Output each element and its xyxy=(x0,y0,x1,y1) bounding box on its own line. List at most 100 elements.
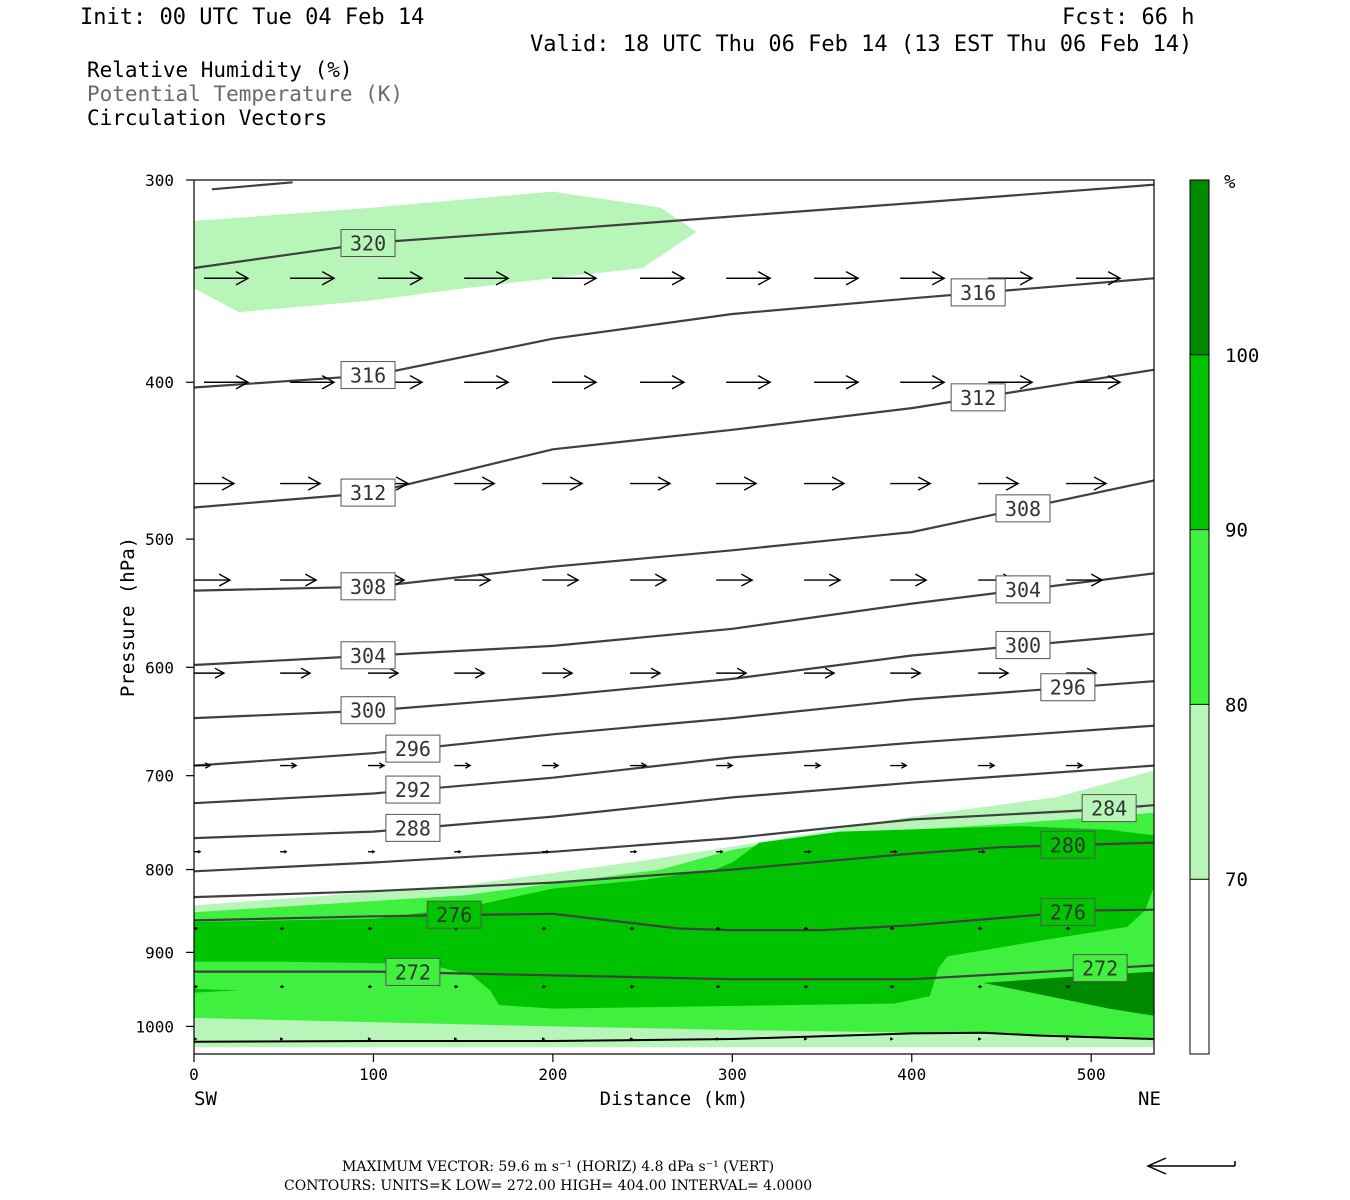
vector-head xyxy=(741,573,754,587)
vector-5-6 xyxy=(716,762,734,769)
vector-head xyxy=(197,850,202,854)
vector-8-1 xyxy=(280,984,285,989)
x-axis: 0 100 200 300 400 500 xyxy=(189,1054,1106,1084)
vector-9-7 xyxy=(803,1037,808,1041)
vector-head xyxy=(890,984,895,989)
y-tick-label-500: 500 xyxy=(145,530,174,549)
vector-head xyxy=(495,375,510,390)
vector-head xyxy=(978,926,983,931)
colorbar-frame xyxy=(1189,179,1210,1055)
colorbar-segment-3 xyxy=(1190,354,1209,530)
x-tick-label-400: 400 xyxy=(897,1065,926,1084)
vector-5-8 xyxy=(890,762,908,769)
vector-5-1 xyxy=(280,762,298,769)
x-tick-label-300: 300 xyxy=(718,1065,747,1084)
vector-head xyxy=(1107,271,1122,286)
vector-head xyxy=(715,1037,720,1041)
vector-head xyxy=(1066,984,1071,989)
vector-9-3 xyxy=(453,1037,458,1041)
reference-vector xyxy=(1146,1157,1236,1175)
vector-3-3 xyxy=(454,573,492,587)
y-tick-label-700: 700 xyxy=(145,767,174,786)
vector-5-7 xyxy=(804,762,822,769)
vector-9-2 xyxy=(367,1037,372,1041)
vector-head xyxy=(235,271,250,286)
vector-4-9 xyxy=(978,667,1010,679)
vector-4-8 xyxy=(890,667,922,679)
vector-6-6 xyxy=(716,850,724,854)
isentrope-296 xyxy=(194,680,1154,767)
vector-6-5 xyxy=(630,850,638,854)
vector-4-1 xyxy=(280,667,312,679)
reference-vector-head xyxy=(1146,1157,1167,1175)
isentrope-label-box-312-1 xyxy=(950,383,1006,412)
isentrope-label-276-0: 276 xyxy=(436,903,472,927)
isentrope-label-284-0: 284 xyxy=(1091,797,1127,821)
vector-head xyxy=(1090,573,1104,587)
isentrope-label-308-1: 308 xyxy=(1005,497,1041,521)
vector-2-4 xyxy=(542,476,584,491)
vector-head xyxy=(1066,926,1071,931)
isentrope-label-box-308-0 xyxy=(340,572,396,601)
vector-8-4 xyxy=(542,984,547,989)
rh-fill-layer xyxy=(194,191,1154,1048)
colorbar: 70 80 90 100 xyxy=(1189,179,1259,1055)
vector-5-5 xyxy=(630,762,648,769)
vector-2-8 xyxy=(890,476,932,491)
vector-8-3 xyxy=(454,984,459,989)
isentrope-label-296-0: 296 xyxy=(395,737,431,761)
vector-head xyxy=(640,762,648,769)
isentrope-272 xyxy=(194,964,1154,981)
vector-3-10 xyxy=(1066,573,1104,587)
rh-region-100-0 xyxy=(983,971,1154,1016)
plot-frame xyxy=(193,179,1155,1055)
isentrope-label-box-296-1 xyxy=(1040,673,1096,702)
vector-4-7 xyxy=(804,667,836,679)
vector-head xyxy=(321,375,336,390)
vector-head xyxy=(542,984,547,989)
isentrope-label-308-0: 308 xyxy=(350,575,386,599)
vector-head xyxy=(736,667,748,679)
isentrope-label-box-304-1 xyxy=(995,575,1051,604)
isentrope-label-box-284-0 xyxy=(1081,794,1137,823)
vector-5-2 xyxy=(368,762,386,769)
isentrope-label-box-296-0 xyxy=(385,734,441,763)
vector-head xyxy=(915,573,928,587)
vector-head xyxy=(845,375,860,390)
x-tick-label-100: 100 xyxy=(359,1065,388,1084)
isentrope-292 xyxy=(194,724,1154,805)
vector-1-0 xyxy=(204,375,250,390)
vector-head xyxy=(845,271,860,286)
vector-2-6 xyxy=(716,476,758,491)
vector-head xyxy=(465,762,472,769)
vector-head xyxy=(804,926,809,931)
y-tick-label-300: 300 xyxy=(145,171,174,190)
vector-head xyxy=(716,926,721,931)
vector-8-2 xyxy=(368,984,373,989)
vector-head xyxy=(981,850,986,854)
vector-head xyxy=(453,1037,458,1041)
vector-layer xyxy=(194,271,1154,1041)
vector-head xyxy=(542,926,547,931)
vector-4-3 xyxy=(454,667,486,679)
vector-6-2 xyxy=(368,850,376,854)
vector-9-6 xyxy=(715,1037,720,1041)
vector-head xyxy=(454,984,459,989)
vector-9-8 xyxy=(889,1037,894,1041)
vector-head xyxy=(654,573,668,587)
vector-3-4 xyxy=(542,573,580,587)
vector-2-7 xyxy=(804,476,846,491)
isentrope-label-box-276-0 xyxy=(426,900,482,929)
vector-head xyxy=(1065,1037,1070,1041)
vector-6-9 xyxy=(978,850,986,854)
vector-9-5 xyxy=(629,1037,634,1041)
colorbar-unit: % xyxy=(1224,171,1236,193)
forecast-hour: Fcst: 66 h xyxy=(1062,5,1194,30)
vector-head xyxy=(392,573,406,587)
y-axis: 300 400 500 600 700 800 900 1000 xyxy=(135,171,194,1036)
vector-3-8 xyxy=(890,573,928,587)
colorbar-label-90: 90 xyxy=(1225,520,1248,542)
legend-vectors: Circulation Vectors xyxy=(87,106,327,130)
vector-head xyxy=(910,667,922,679)
vector-head xyxy=(304,573,318,587)
